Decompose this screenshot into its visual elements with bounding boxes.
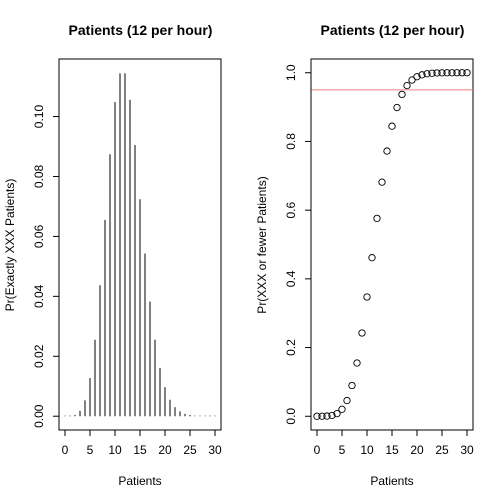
- right-y-axis: 0.0 0.2 0.4 0.6 0.8 1.0: [284, 64, 312, 425]
- cumulative-point: [333, 409, 341, 418]
- cumulative-point: [313, 412, 321, 420]
- left-x-tick-label: 0: [62, 443, 69, 457]
- cumulative-point: [368, 254, 376, 262]
- cumulative-point: [378, 178, 386, 186]
- cumulative-point: [453, 69, 461, 77]
- left-x-tick-label: 5: [87, 443, 94, 457]
- cumulative-point: [413, 73, 421, 81]
- left-chart-title: Patients (12 per hour): [69, 22, 213, 38]
- cumulative-point: [328, 411, 336, 420]
- left-chart: Patients (12 per hour) 0 5 10 15 20 25 30 0.00…: [3, 22, 222, 488]
- cumulative-point: [448, 69, 456, 77]
- left-x-tick-label: 10: [108, 443, 122, 457]
- cumulative-point: [363, 293, 371, 301]
- cumulative-point: [403, 81, 411, 90]
- left-y-axis-label: Pr(Exactly XXX Patients): [3, 179, 17, 312]
- right-y-tick-label: 0.8: [284, 133, 298, 150]
- left-y-axis: 0.00 0.02 0.04 0.06 0.08 0.10: [32, 105, 60, 428]
- cumulative-point: [338, 405, 346, 413]
- cumulative-point: [463, 69, 471, 77]
- cumulative-point: [423, 70, 431, 78]
- left-x-tick-label: 25: [183, 443, 197, 457]
- cumulative-point: [353, 359, 361, 367]
- left-bars: [64, 73, 216, 417]
- right-y-tick-label: 0.0: [284, 408, 298, 425]
- left-x-axis: 0 5 10 15 20 25 30: [62, 429, 222, 457]
- right-x-axis: 0 5 10 15 20 25 30: [314, 429, 474, 457]
- left-x-tick-label: 15: [133, 443, 147, 457]
- cumulative-point: [428, 69, 436, 77]
- left-x-tick-label: 30: [208, 443, 222, 457]
- right-x-tick-label: 15: [385, 443, 399, 457]
- left-y-tick-label: 0.02: [32, 344, 46, 368]
- left-y-tick-label: 0.04: [32, 284, 46, 308]
- right-x-tick-label: 20: [410, 443, 424, 457]
- left-x-tick-label: 20: [158, 443, 172, 457]
- cumulative-point: [318, 412, 326, 420]
- left-y-tick-label: 0.06: [32, 224, 46, 248]
- right-y-tick-label: 0.4: [284, 270, 298, 287]
- right-y-tick-label: 0.2: [284, 339, 298, 356]
- left-y-tick-label: 0.08: [32, 164, 46, 188]
- right-x-tick-label: 25: [435, 443, 449, 457]
- right-points: [313, 69, 471, 420]
- cumulative-point: [443, 69, 451, 77]
- right-x-tick-label: 0: [314, 443, 321, 457]
- cumulative-point: [408, 76, 416, 84]
- right-y-tick-label: 1.0: [284, 64, 298, 81]
- right-x-axis-label: Patients: [370, 474, 413, 488]
- right-x-tick-label: 30: [460, 443, 474, 457]
- right-y-tick-label: 0.6: [284, 201, 298, 218]
- left-y-tick-label: 0.10: [32, 105, 46, 129]
- left-y-tick-label: 0.00: [32, 404, 46, 428]
- right-y-axis-label: Pr(XXX or fewer Patients): [255, 176, 269, 313]
- cumulative-point: [458, 69, 466, 77]
- cumulative-point: [438, 69, 446, 77]
- cumulative-point: [383, 147, 391, 155]
- cumulative-point: [348, 381, 356, 390]
- cumulative-point: [418, 71, 426, 79]
- right-x-tick-label: 10: [360, 443, 374, 457]
- right-plot-frame: [310, 58, 474, 431]
- cumulative-point: [343, 396, 351, 405]
- cumulative-point: [433, 69, 441, 77]
- right-chart-title: Patients (12 per hour): [321, 22, 465, 38]
- cumulative-point: [373, 214, 381, 223]
- right-x-tick-label: 5: [339, 443, 346, 457]
- cumulative-point: [398, 90, 406, 99]
- left-x-axis-label: Patients: [118, 474, 161, 488]
- cumulative-point: [393, 103, 401, 112]
- cumulative-point: [323, 412, 331, 420]
- cumulative-point: [358, 329, 366, 337]
- right-chart: Patients (12 per hour) 0 5 10 15 20 25 30 0.00…: [255, 22, 474, 488]
- cumulative-point: [388, 122, 396, 130]
